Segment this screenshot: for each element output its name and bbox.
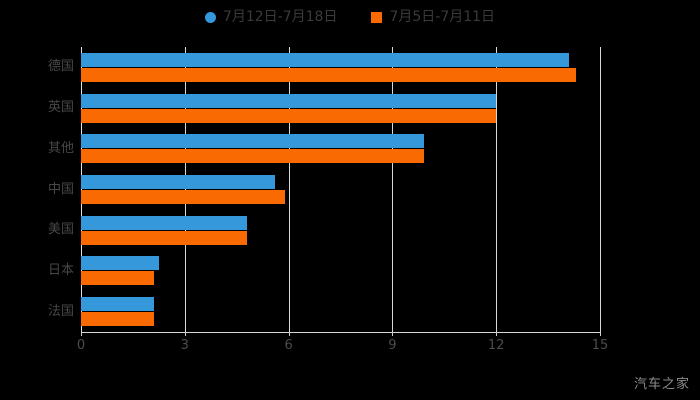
y-tick-label: 英国 (47, 100, 74, 116)
gridline (288, 47, 290, 332)
x-tick-label: 9 (388, 338, 397, 353)
bar-group (81, 256, 600, 286)
gridline (496, 47, 498, 332)
x-tick-label: 0 (76, 338, 86, 353)
bar-series-a[interactable] (81, 297, 154, 312)
gridline (81, 47, 82, 332)
plot-area (81, 47, 601, 332)
gridline (184, 47, 186, 332)
bar-series-b[interactable] (81, 108, 497, 123)
bar-series-a[interactable] (81, 52, 569, 67)
bar-series-a[interactable] (81, 134, 424, 149)
y-tick-label: 中国 (47, 181, 74, 197)
bar-group (81, 297, 600, 327)
bar-group (81, 215, 600, 245)
bar-series-a[interactable] (81, 256, 159, 271)
x-tick-mark (81, 332, 82, 336)
legend-item-series-b[interactable]: 7月5日-7月11日 (371, 10, 495, 24)
legend-label-series-b: 7月5日-7月11日 (389, 9, 496, 25)
bar-series-b[interactable] (81, 312, 154, 327)
y-tick-label: 德国 (47, 59, 74, 75)
x-tick-label: 12 (487, 338, 505, 353)
circle-marker-icon (204, 11, 216, 23)
gridline (600, 47, 601, 332)
y-tick-label: 美国 (47, 222, 74, 238)
bar-series-b[interactable] (81, 149, 424, 164)
bar-series-a[interactable] (81, 175, 275, 189)
bar-series-a[interactable] (81, 215, 248, 230)
bar-group (81, 52, 600, 82)
x-tick-label: 3 (180, 338, 189, 353)
bars-layer (81, 47, 600, 332)
gridline (392, 47, 394, 332)
x-tick-label: 15 (591, 338, 609, 353)
x-tick-label: 6 (284, 338, 293, 353)
bar-series-b[interactable] (81, 271, 154, 286)
bar-group (81, 175, 600, 204)
x-axis: 0 3 6 9 12 15 (77, 332, 608, 358)
bar-series-a[interactable] (81, 93, 497, 108)
legend-label-series-a: 7月12日-7月18日 (222, 9, 338, 25)
bar-series-b[interactable] (81, 230, 248, 245)
x-axis-line (81, 332, 600, 333)
y-tick-label: 法国 (47, 303, 74, 319)
watermark: 汽车之家 (633, 377, 690, 392)
bar-group (81, 134, 600, 164)
y-axis: 德国英国其他中国美国日本法国 (0, 47, 74, 332)
x-tick-mark (184, 332, 186, 336)
x-tick-mark (600, 332, 601, 336)
bar-series-b[interactable] (81, 67, 576, 82)
square-marker-icon (371, 11, 383, 23)
chart-legend: 7月12日-7月18日 7月5日-7月11日 (0, 6, 700, 28)
x-tick-mark (392, 332, 394, 336)
y-tick-label: 其他 (47, 140, 74, 156)
bar-series-b[interactable] (81, 190, 286, 204)
x-tick-mark (496, 332, 498, 336)
x-tick-mark (288, 332, 290, 336)
y-tick-label: 日本 (47, 262, 74, 278)
bar-group (81, 93, 600, 123)
legend-item-series-a[interactable]: 7月12日-7月18日 (204, 9, 338, 25)
